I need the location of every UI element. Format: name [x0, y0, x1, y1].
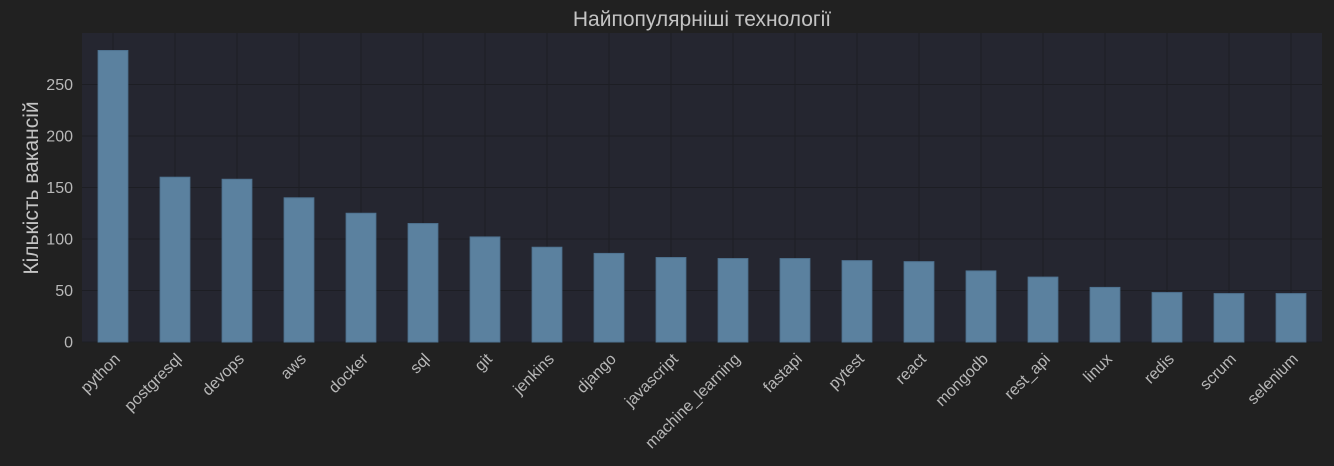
- bar-django: [593, 252, 625, 343]
- bar-python: [97, 50, 129, 343]
- chart-title: Найпопулярніші технології: [573, 8, 831, 31]
- bar-docker: [345, 212, 377, 343]
- y-axis-ticks: 0 50 100 150 200 250: [46, 77, 73, 352]
- bar-devops: [221, 178, 253, 343]
- bar-react: [903, 261, 935, 343]
- y-tick-label: 50: [55, 283, 73, 300]
- bar-machine-learning: [717, 258, 749, 343]
- bar-redis: [1151, 292, 1183, 343]
- y-tick-label: 250: [46, 77, 73, 94]
- bar-fastapi: [779, 258, 811, 343]
- y-tick-label: 100: [46, 232, 73, 249]
- y-axis-label: Кількість вакансій: [20, 101, 43, 274]
- bar-scrum: [1213, 293, 1245, 343]
- bar-linux: [1089, 286, 1121, 343]
- bar-jenkins: [531, 246, 563, 343]
- bar-postgresql: [159, 176, 191, 343]
- bar-aws: [283, 197, 315, 343]
- bar-git: [469, 236, 501, 343]
- bars-group: [97, 50, 1307, 343]
- bar-rest-api: [1027, 276, 1059, 343]
- bar-javascript: [655, 257, 687, 343]
- bar-pytest: [841, 260, 873, 343]
- y-tick-label: 150: [46, 180, 73, 197]
- y-tick-label: 0: [64, 335, 73, 352]
- bar-mongodb: [965, 270, 997, 343]
- y-tick-label: 200: [46, 129, 73, 146]
- bar-sql: [407, 223, 439, 343]
- bar-selenium: [1275, 293, 1307, 343]
